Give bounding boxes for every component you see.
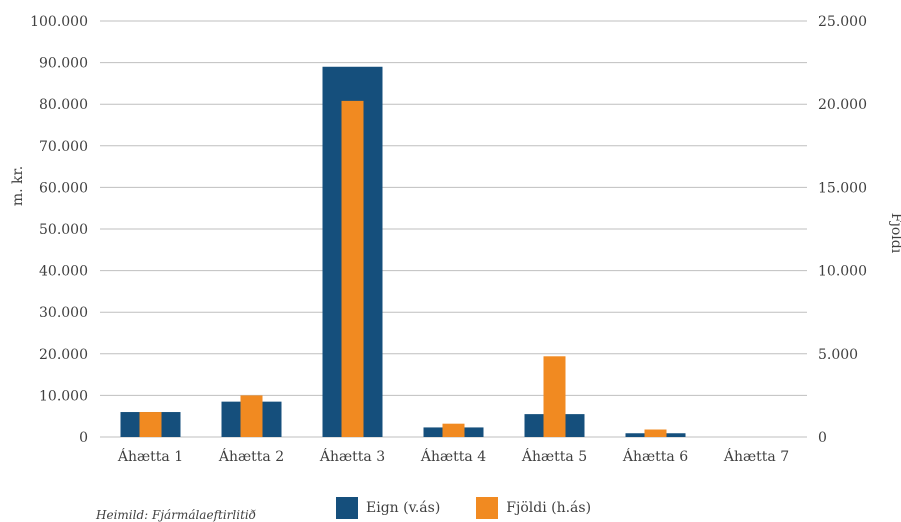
x-tick-label: Áhætta 4	[420, 447, 486, 465]
primary-series-bars	[120, 66, 686, 437]
x-tick-label: Áhætta 3	[319, 447, 385, 465]
left-tick-label: 50.000	[39, 222, 88, 238]
x-tick-label: Áhætta 6	[622, 447, 688, 465]
bar-secondary	[341, 100, 364, 437]
bar-secondary	[543, 356, 566, 437]
bar-secondary	[139, 412, 162, 437]
left-tick-label: 30.000	[39, 305, 88, 321]
left-tick-label: 60.000	[39, 180, 88, 196]
x-tick-label: Áhætta 7	[723, 447, 789, 465]
legend-swatch-primary	[336, 497, 358, 519]
right-tick-label: 15.000	[818, 180, 867, 196]
right-axis-title: Fjöldi	[888, 213, 901, 254]
legend: Eign (v.ás) Fjöldi (h.ás)	[336, 497, 627, 519]
left-tick-label: 0	[79, 430, 88, 446]
right-tick-label: 25.000	[818, 14, 867, 30]
left-axis-title: m. kr.	[10, 166, 26, 206]
left-tick-label: 80.000	[39, 97, 88, 113]
x-tick-label: Áhætta 5	[521, 447, 587, 465]
left-axis-ticks: 0 10.000 20.000 30.000 40.000 50.000 60.000 70.…	[30, 14, 88, 446]
left-tick-label: 90.000	[39, 56, 88, 72]
right-tick-label: 0	[818, 430, 827, 446]
legend-item-secondary: Fjöldi (h.ás)	[476, 497, 591, 519]
right-axis-ticks: 0 5.000 10.000 15.000 20.000 25.000	[818, 14, 867, 446]
left-tick-label: 100.000	[30, 14, 88, 30]
left-tick-label: 40.000	[39, 264, 88, 280]
right-tick-label: 20.000	[818, 97, 867, 113]
legend-label-secondary: Fjöldi (h.ás)	[506, 500, 592, 516]
legend-item-primary: Eign (v.ás)	[336, 497, 440, 519]
x-axis-ticks: Áhætta 1 Áhætta 2 Áhætta 3 Áhætta 4 Áhætta 5…	[117, 447, 789, 465]
x-tick-label: Áhætta 1	[117, 447, 183, 465]
legend-label-primary: Eign (v.ás)	[366, 500, 441, 516]
source-note: Heimild: Fjármálaeftirlitið	[96, 508, 256, 522]
left-tick-label: 70.000	[39, 139, 88, 155]
left-tick-label: 20.000	[39, 347, 88, 363]
bar-secondary	[240, 395, 263, 437]
gridlines	[100, 20, 807, 438]
bar-secondary	[442, 423, 465, 437]
secondary-series-bars	[139, 100, 667, 437]
right-tick-label: 5.000	[818, 347, 858, 363]
right-tick-label: 10.000	[818, 264, 867, 280]
bar-secondary	[644, 429, 667, 437]
legend-swatch-secondary	[476, 497, 499, 519]
left-tick-label: 10.000	[39, 388, 88, 404]
x-tick-label: Áhætta 2	[218, 447, 284, 465]
